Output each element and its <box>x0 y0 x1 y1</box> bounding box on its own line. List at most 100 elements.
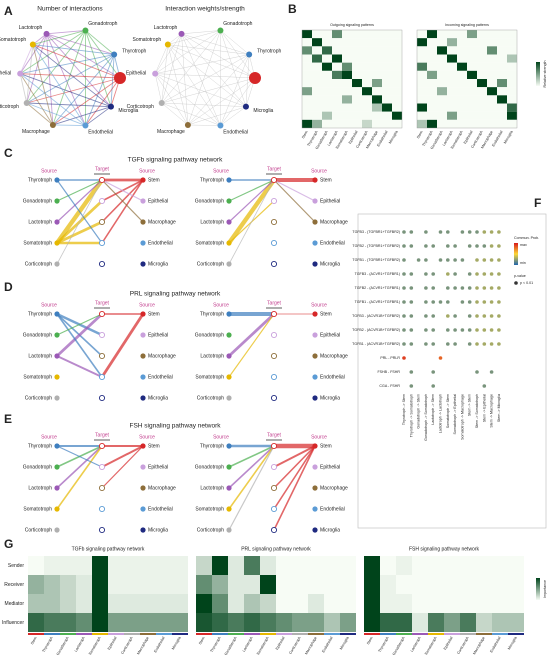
heatmap-cell <box>322 54 332 63</box>
network-edge <box>32 44 112 108</box>
heatmap-cell <box>312 70 322 79</box>
column-label: Epithelial <box>443 636 454 651</box>
edge <box>228 445 275 489</box>
heatmap-cell <box>260 575 276 594</box>
legend-title: Importance <box>543 580 547 598</box>
dot <box>446 272 450 276</box>
network-node <box>184 121 191 128</box>
heatmap-cell <box>437 103 447 112</box>
column-label: Gonadotroph -> Stem <box>417 394 421 429</box>
heatmap-cell <box>324 575 340 594</box>
column-label: Epithelial <box>348 130 359 145</box>
header-target: Target <box>267 166 282 172</box>
heatmap-cell <box>340 575 356 594</box>
source-label: Gonadotroph <box>195 332 224 338</box>
column-label: Gonadotroph <box>224 636 238 656</box>
column-color <box>276 633 292 635</box>
network-node <box>217 122 224 129</box>
column-label: Lactotroph <box>410 636 422 653</box>
heatmap-cell <box>108 556 124 575</box>
network-edge <box>187 54 250 126</box>
edge <box>228 445 275 468</box>
dot <box>453 244 457 248</box>
heatmap-cell <box>372 79 382 88</box>
row-label: TGFB2 - (ACVR1+TGFBR1) <box>355 286 400 290</box>
heatmap-cell <box>212 575 228 594</box>
row-label: TGFB3 - (ACVR1+TGFBR1) <box>355 272 400 276</box>
dot <box>402 286 406 290</box>
network-edge <box>52 77 121 126</box>
network-edge <box>32 30 86 45</box>
heatmap-cell <box>276 594 292 613</box>
target-label: Stem <box>148 177 160 183</box>
legend-title: Commun. Prob. <box>514 236 539 240</box>
heatmap-cell <box>312 46 322 55</box>
column-label: Somatotroph <box>424 636 438 656</box>
source-node <box>140 177 146 183</box>
heatmap-cell <box>322 30 332 39</box>
source-node <box>226 527 232 533</box>
dot <box>475 314 479 318</box>
heatmap-cell <box>276 556 292 575</box>
source-node <box>54 374 60 380</box>
dot <box>446 300 450 304</box>
dot <box>424 342 428 346</box>
dot <box>424 230 428 234</box>
dot <box>482 286 487 290</box>
edge <box>228 312 275 358</box>
heatmap-cell <box>460 556 476 575</box>
pathway-title: PRL signaling pathway network <box>130 291 221 298</box>
heatmap-cell <box>467 46 477 55</box>
source-node <box>312 353 318 359</box>
column-label: Thyrotroph <box>210 636 222 653</box>
heatmap-cell <box>477 95 487 104</box>
header-source: Source <box>311 434 327 440</box>
heatmap-cell <box>467 54 477 63</box>
heatmap-cell <box>44 594 60 613</box>
network-edge <box>52 54 115 126</box>
source-node <box>54 198 60 204</box>
heatmap-cell <box>342 46 352 55</box>
heatmap-cell <box>447 46 457 55</box>
heatmap-cell <box>322 79 332 88</box>
heatmap-cell <box>382 62 392 71</box>
network-edge <box>19 73 54 126</box>
legend-label: p < 0.01 <box>520 281 533 285</box>
network-node <box>178 30 185 37</box>
network-edge <box>155 73 247 107</box>
column-label: Somatotroph -> Macrophage <box>460 394 464 440</box>
source-label: Gonadotroph <box>195 464 224 470</box>
target-node <box>98 197 106 205</box>
dot <box>453 272 457 276</box>
heatmap-cell <box>342 87 352 96</box>
panel-label: B <box>288 2 297 16</box>
network-edge <box>155 33 182 74</box>
network-edge <box>32 44 121 79</box>
heatmap-cell <box>372 70 382 79</box>
heatmap-cell <box>312 54 322 63</box>
heatmap-cell <box>260 556 276 575</box>
heatmap-cell <box>60 575 76 594</box>
dot <box>409 272 414 276</box>
heatmap-cell <box>382 46 392 55</box>
column-label: Macrophage <box>472 636 485 655</box>
heatmap-cell <box>392 70 402 79</box>
heatmap-cell <box>508 556 524 575</box>
heatmap-cell <box>412 575 428 594</box>
edge <box>228 179 275 223</box>
heatmap-cell <box>332 54 342 63</box>
heatmap-cell <box>437 87 447 96</box>
column-label: Lactotroph <box>74 636 86 653</box>
source-node <box>312 240 318 246</box>
heatmap-cell <box>342 119 352 128</box>
heatmap-cell <box>108 613 124 632</box>
legend-label: min <box>520 261 526 265</box>
target-label: Stem <box>320 311 332 317</box>
heatmap-cell <box>487 111 497 120</box>
heatmap-cell <box>427 111 437 120</box>
dot <box>467 342 472 346</box>
network-edge <box>85 106 112 126</box>
network-node <box>17 70 24 77</box>
target-node <box>98 505 106 513</box>
heatmap-cell <box>322 62 332 71</box>
